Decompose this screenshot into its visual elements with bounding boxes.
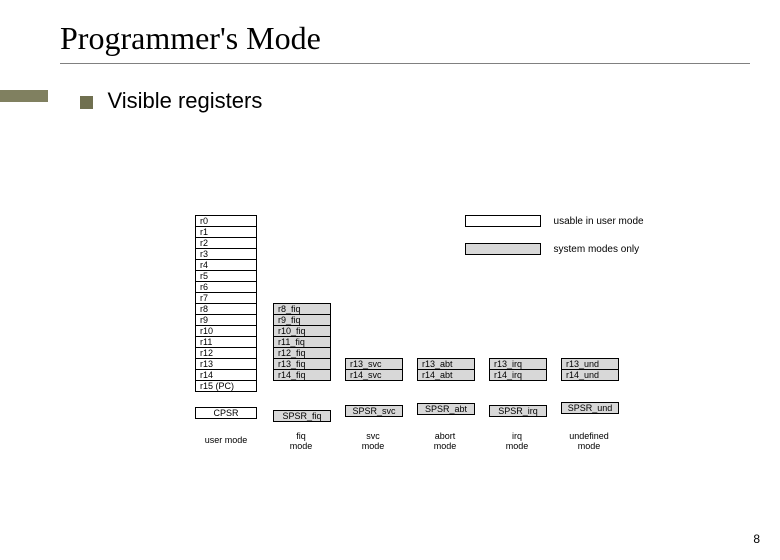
legend-box-white bbox=[465, 215, 541, 227]
spsr-svc: SPSR_svc bbox=[345, 405, 403, 417]
legend-usable-text: usable in user mode bbox=[554, 216, 644, 227]
reg: r14_irq bbox=[489, 369, 547, 381]
register-diagram: usable in user mode system modes only r0… bbox=[155, 215, 715, 495]
reg: r14_fiq bbox=[273, 369, 331, 381]
fiq-regs-column: r8_fiq r9_fiq r10_fiq r11_fiq r12_fiq r1… bbox=[273, 303, 331, 380]
reg: r15 (PC) bbox=[195, 380, 257, 392]
spsr-fiq: SPSR_fiq bbox=[273, 410, 331, 422]
mode-irq: irq mode bbox=[487, 431, 547, 451]
subtitle-text: Visible registers bbox=[107, 88, 262, 113]
abt-regs-column: r13_abt r14_abt bbox=[417, 358, 475, 380]
spsr-abt-wrap: SPSR_abt bbox=[417, 403, 475, 415]
legend-usable: usable in user mode bbox=[465, 215, 644, 227]
reg: r14_abt bbox=[417, 369, 475, 381]
cpsr: CPSR bbox=[195, 407, 257, 419]
spsr-svc-wrap: SPSR_svc bbox=[345, 405, 403, 417]
mode-abt: abort mode bbox=[415, 431, 475, 451]
spsr-fiq-wrap: SPSR_fiq bbox=[273, 410, 331, 422]
subtitle-row: Visible registers bbox=[80, 88, 780, 114]
page-number: 8 bbox=[753, 532, 760, 546]
accent-block bbox=[0, 90, 48, 102]
legend-system: system modes only bbox=[465, 243, 639, 255]
spsr-und: SPSR_und bbox=[561, 402, 619, 414]
cpsr-box: CPSR bbox=[195, 407, 257, 419]
irq-regs-column: r13_irq r14_irq bbox=[489, 358, 547, 380]
und-regs-column: r13_und r14_und bbox=[561, 358, 619, 380]
svc-regs-column: r13_svc r14_svc bbox=[345, 358, 403, 380]
reg: r14_und bbox=[561, 369, 619, 381]
mode-fiq: fiq mode bbox=[271, 431, 331, 451]
bullet-icon bbox=[80, 96, 93, 109]
legend-system-text: system modes only bbox=[554, 244, 640, 255]
mode-und: undefined mode bbox=[559, 431, 619, 451]
page-title: Programmer's Mode bbox=[60, 20, 720, 57]
mode-svc: svc mode bbox=[343, 431, 403, 451]
reg: r14_svc bbox=[345, 369, 403, 381]
spsr-abt: SPSR_abt bbox=[417, 403, 475, 415]
spsr-irq: SPSR_irq bbox=[489, 405, 547, 417]
title-area: Programmer's Mode bbox=[60, 20, 720, 64]
spsr-und-wrap: SPSR_und bbox=[561, 402, 619, 414]
title-underline bbox=[60, 63, 750, 64]
user-regs-column: r0 r1 r2 r3 r4 r5 r6 r7 r8 r9 r10 r11 r1… bbox=[195, 215, 257, 391]
spsr-irq-wrap: SPSR_irq bbox=[489, 405, 547, 417]
mode-user: user mode bbox=[189, 435, 263, 445]
legend-box-gray bbox=[465, 243, 541, 255]
